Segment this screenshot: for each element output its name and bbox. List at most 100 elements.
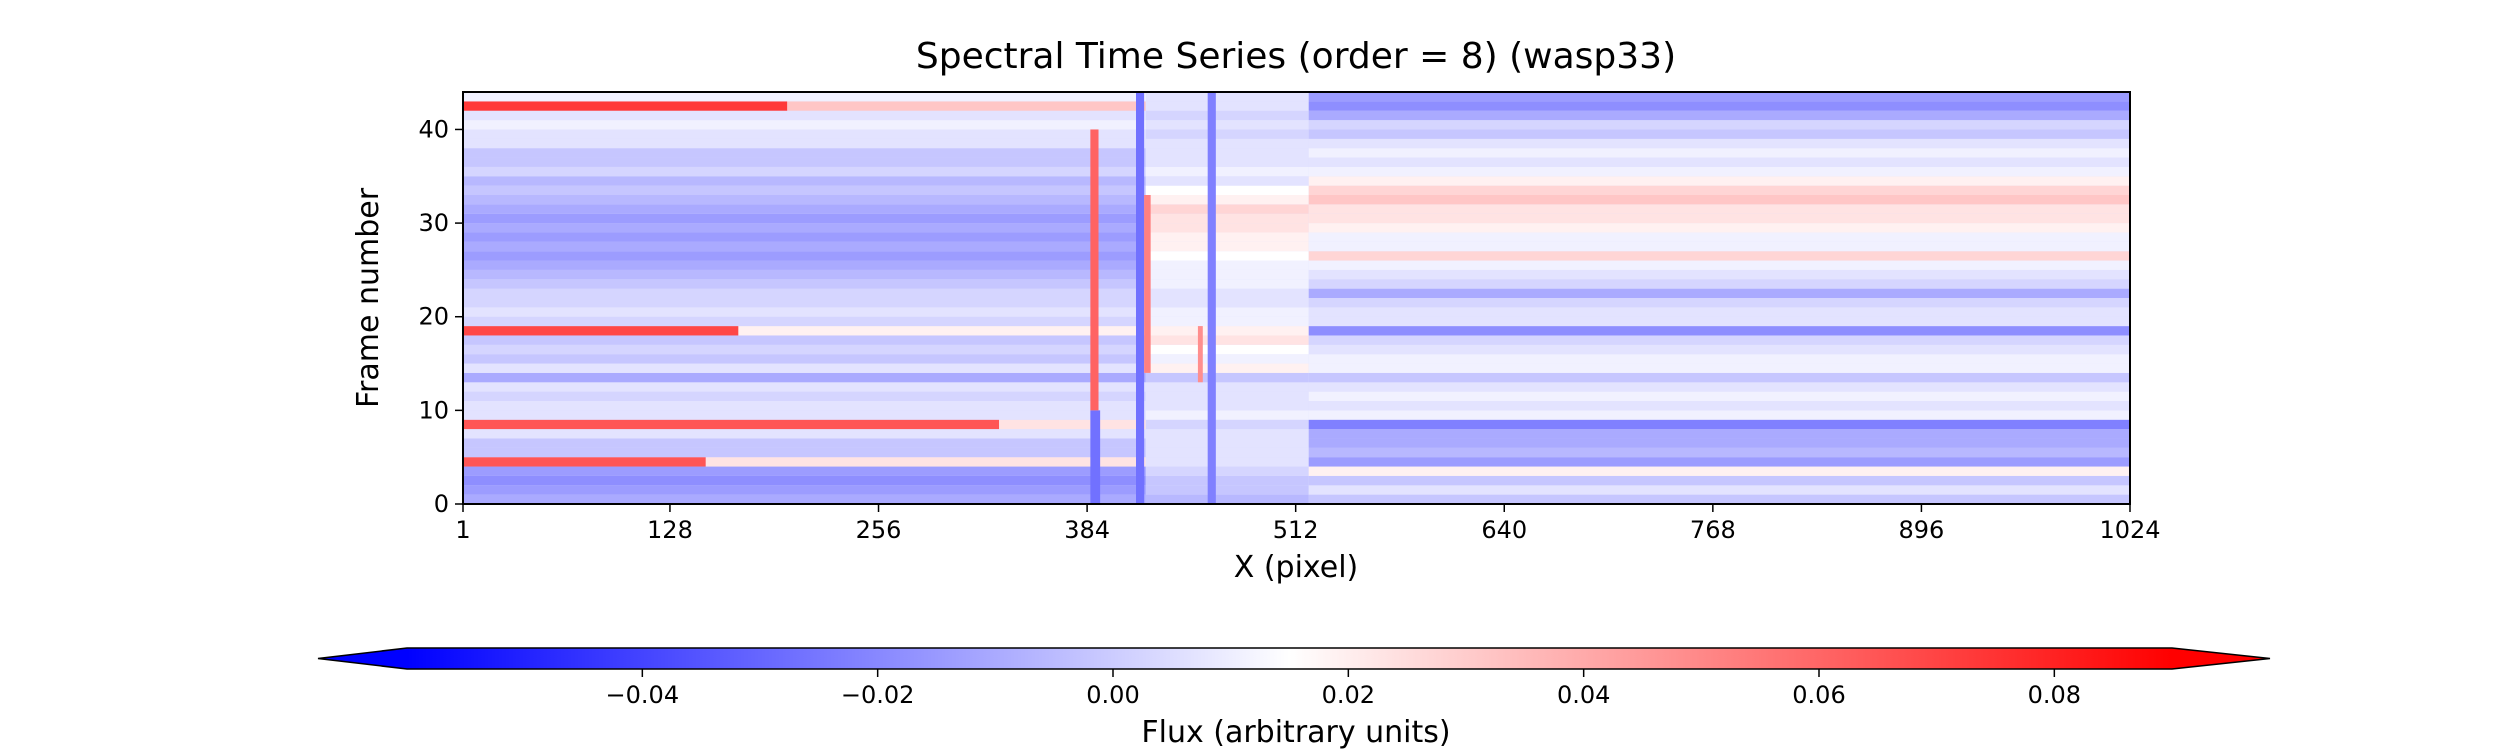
heatmap-cell xyxy=(1145,298,1309,308)
heatmap-cell xyxy=(463,466,1146,476)
colorbar-outline xyxy=(317,647,2271,670)
heatmap-cell xyxy=(1308,110,2130,121)
heatmap-cell xyxy=(463,372,1146,383)
heatmap-cell xyxy=(463,129,1146,139)
x-tick-label: 640 xyxy=(1481,516,1527,544)
heatmap-cell xyxy=(1308,401,2130,411)
y-tick-label: 30 xyxy=(418,209,449,237)
heatmap-cell xyxy=(705,457,1146,467)
heatmap-cell xyxy=(1308,382,2130,392)
heatmap-cell xyxy=(463,223,1146,233)
heatmap-cell xyxy=(1308,269,2130,280)
chart-title: Spectral Time Series (order = 8) (wasp33… xyxy=(916,36,1676,77)
heatmap-cell xyxy=(1145,363,1309,373)
heatmap-cell xyxy=(1308,204,2130,214)
heatmap-cell xyxy=(1308,213,2130,224)
y-axis: 0 10 20 30 40 xyxy=(418,115,463,518)
heatmap-cell xyxy=(463,157,1146,167)
heatmap-cell xyxy=(1308,307,2130,317)
heatmap-cell xyxy=(463,279,1146,289)
heatmap-cell xyxy=(1145,92,1309,102)
x-tick-label: 256 xyxy=(856,516,902,544)
heatmap-cell xyxy=(1145,410,1309,420)
colorbar-tick-label: 0.00 xyxy=(1086,681,1139,709)
x-tick-label: 896 xyxy=(1899,516,1945,544)
heatmap-cell xyxy=(1308,185,2130,195)
heatmap-cell xyxy=(463,251,1146,261)
heatmap-cell xyxy=(1308,166,2130,177)
heatmap-cell xyxy=(1145,195,1309,205)
heatmap-cell xyxy=(1145,185,1309,195)
heatmap-cell xyxy=(463,457,706,467)
heatmap-cell xyxy=(1308,457,2130,467)
heatmap-cell xyxy=(463,335,1146,345)
spectral-line-feature xyxy=(1207,92,1216,504)
colorbar-gradient xyxy=(407,648,2172,669)
heatmap-cell xyxy=(463,485,1146,495)
heatmap-cell xyxy=(1308,138,2130,149)
heatmap-cell xyxy=(1145,485,1309,495)
heatmap-cell xyxy=(1145,447,1309,458)
heatmap-cell xyxy=(1308,447,2130,458)
heatmap-cell xyxy=(463,138,1146,149)
x-tick-label: 1024 xyxy=(2099,516,2160,544)
heatmap-cell xyxy=(1308,195,2130,205)
heatmap-cell xyxy=(1308,101,2130,111)
heatmap-cell xyxy=(463,363,1146,373)
heatmap-cell xyxy=(463,110,1146,121)
heatmap-cell xyxy=(738,326,1146,336)
colorbar-tick-label: −0.04 xyxy=(606,681,680,709)
heatmap-cell xyxy=(463,204,1146,214)
heatmap-cell xyxy=(1145,326,1309,336)
heatmap-cell xyxy=(1308,438,2130,448)
heatmap-cell xyxy=(463,241,1146,252)
heatmap-cell xyxy=(1308,157,2130,167)
heatmap-cell xyxy=(463,288,1146,298)
spectral-line-feature xyxy=(1144,195,1151,373)
heatmap-cell xyxy=(1308,494,2130,504)
y-tick-label: 20 xyxy=(418,303,449,331)
y-axis-label: Frame number xyxy=(351,187,386,408)
heatmap-cell xyxy=(1308,241,2130,252)
heatmap-cell xyxy=(1145,166,1309,177)
heatmap-cell xyxy=(1145,382,1309,392)
heatmap-cell xyxy=(463,419,1000,430)
heatmap-cell xyxy=(463,195,1146,205)
heatmap-cell xyxy=(1308,429,2130,439)
heatmap-cell xyxy=(1308,335,2130,345)
colorbar-ticks: −0.04 −0.02 0.00 0.02 0.04 0.06 0.08 xyxy=(606,669,2081,709)
heatmap-cell xyxy=(463,232,1146,242)
x-tick-label: 128 xyxy=(647,516,693,544)
heatmap-cell xyxy=(463,92,1146,102)
heatmap-cell xyxy=(1145,204,1309,214)
heatmap xyxy=(463,92,2130,504)
heatmap-cell xyxy=(1308,288,2130,298)
heatmap-cell xyxy=(463,120,1146,130)
heatmap-cell xyxy=(1308,251,2130,261)
heatmap-cell xyxy=(1308,326,2130,336)
heatmap-cell xyxy=(463,354,1146,364)
heatmap-cell xyxy=(463,185,1146,195)
heatmap-cell xyxy=(1145,419,1309,430)
y-tick-label: 0 xyxy=(434,490,449,518)
colorbar-tick-label: −0.02 xyxy=(841,681,915,709)
heatmap-cell xyxy=(1308,354,2130,364)
heatmap-cell xyxy=(1145,232,1309,242)
heatmap-cell xyxy=(463,269,1146,280)
heatmap-cell xyxy=(1145,316,1309,327)
heatmap-cell xyxy=(1145,344,1309,355)
heatmap-cell xyxy=(1308,260,2130,270)
heatmap-cell xyxy=(463,410,1146,420)
heatmap-cell xyxy=(463,438,1146,448)
heatmap-cell xyxy=(1145,129,1309,139)
heatmap-cell xyxy=(463,101,788,111)
heatmap-cell xyxy=(463,316,1146,327)
y-tick-label: 40 xyxy=(418,115,449,143)
heatmap-cell xyxy=(1145,279,1309,289)
heatmap-cell xyxy=(463,447,1146,458)
heatmap-cell xyxy=(1308,120,2130,130)
heatmap-cell xyxy=(1308,344,2130,355)
heatmap-cell xyxy=(1308,485,2130,495)
heatmap-cell xyxy=(1145,260,1309,270)
